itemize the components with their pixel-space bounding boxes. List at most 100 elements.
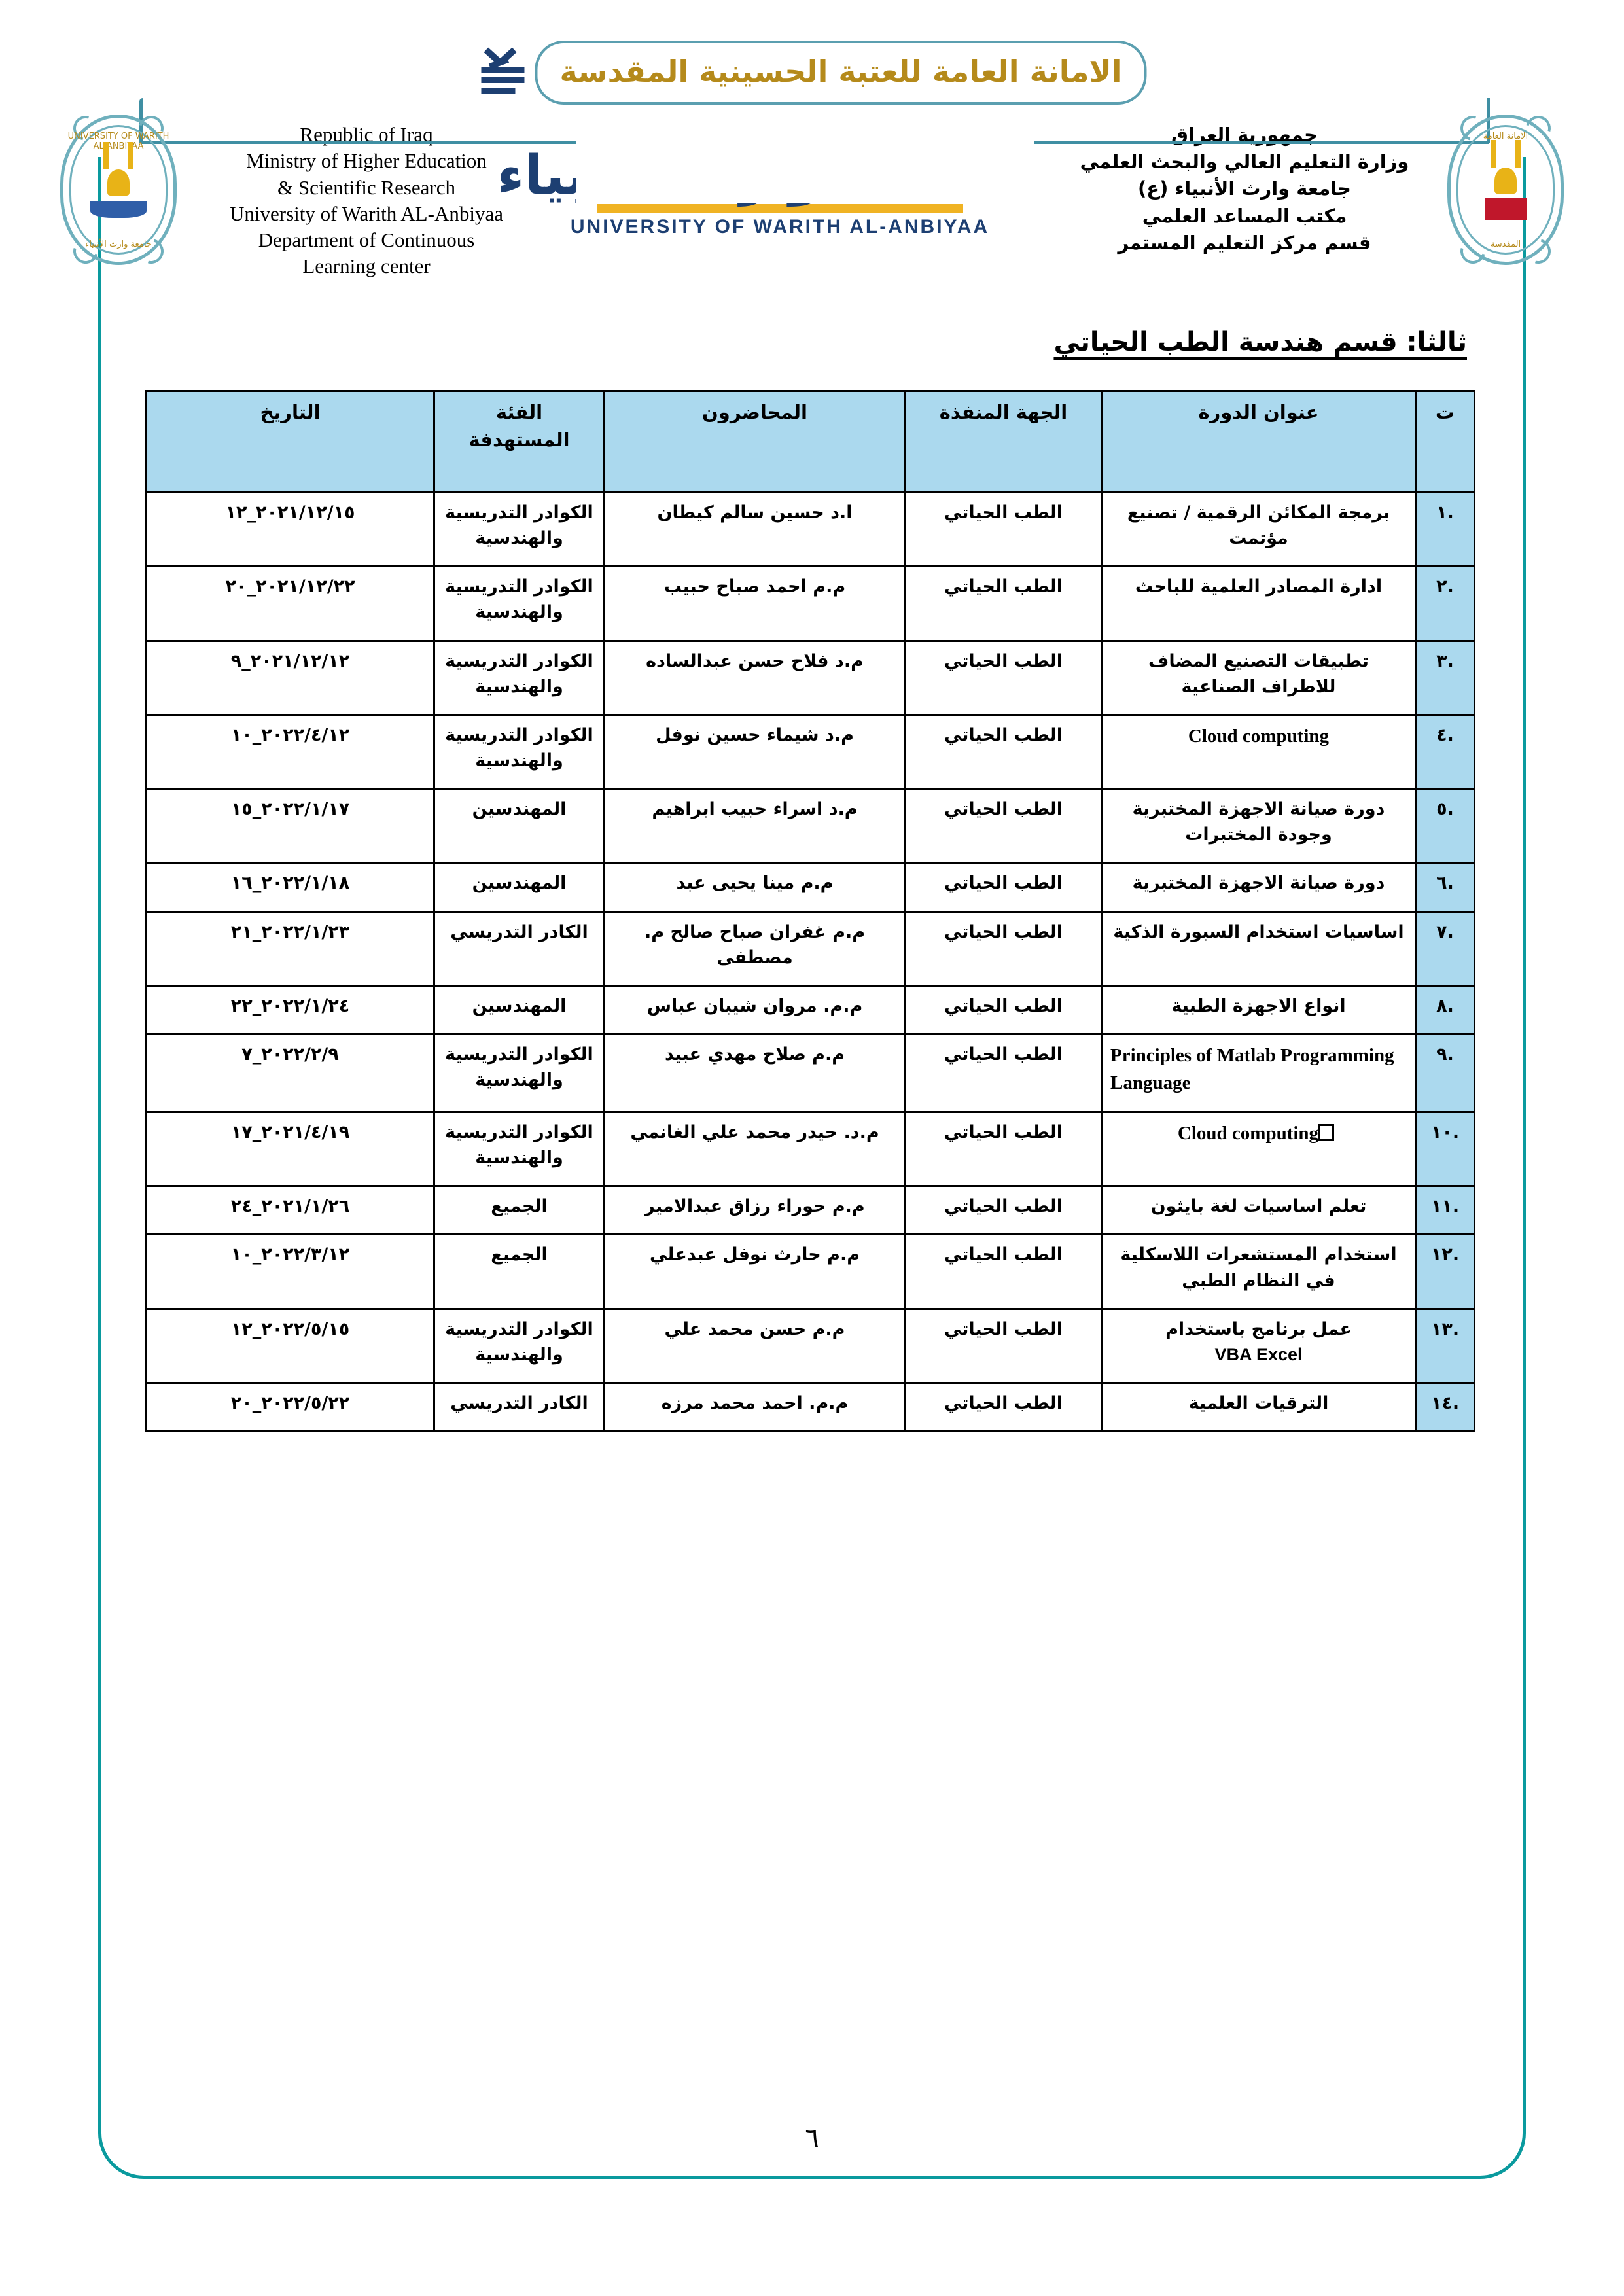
cell-lecturers: م.م. احمد محمد مرزه: [603, 1382, 906, 1433]
table-row: .١ برمجة المكائن الرقمية / تصنيع مؤتمت الط…: [145, 491, 1475, 568]
arabic-line-2: وزارة التعليم العالي والبحث العلمي: [1080, 150, 1409, 173]
english-line-3: & Scientific Research: [277, 175, 455, 199]
document-header: الامانة العامة للعتبة الحسينية المقدسة U…: [0, 0, 1624, 308]
cell-lecturers: م.م حسن محمد علي: [603, 1307, 906, 1385]
cell-lecturers: م.م. مروان شيبان عباس: [603, 984, 906, 1035]
table-row: .٢ ادارة المصادر العلمية للباحث الطب الحيا…: [145, 565, 1475, 642]
cell-lecturers: م.م مينا يحيى عبد: [603, 862, 906, 913]
english-line-1: Republic of Iraq: [300, 123, 433, 146]
cell-executor: الطب الحياتي: [904, 713, 1103, 790]
courses-table-body: .١ برمجة المكائن الرقمية / تصنيع مؤتمت الط…: [145, 491, 1475, 1433]
cell-executor: الطب الحياتي: [904, 1233, 1103, 1310]
cell-course-title: برمجة المكائن الرقمية / تصنيع مؤتمت: [1101, 491, 1417, 568]
table-row: .٥ دورة صيانة الاجهزة المختبرية وجودة الم…: [145, 788, 1475, 864]
cell-lecturers: م.م حارث نوفل عبدعلي: [603, 1233, 906, 1310]
cell-index: .٤: [1415, 713, 1475, 790]
cell-lecturers: م.م احمد صباح حبيب: [603, 565, 906, 642]
table-row: .٦ دورة صيانة الاجهزة المختبرية الطب الحيا…: [145, 862, 1475, 913]
banner-calligraphy-text: الامانة العامة للعتبة الحسينية المقدسة: [559, 54, 1123, 89]
col-header-target: الفئة المستهدفة: [433, 390, 605, 493]
cell-date: ٢٠٢١/١٢/١٥_١٢: [145, 491, 435, 568]
cell-course-title: تعلم اساسيات لغة بايثون: [1101, 1185, 1417, 1236]
cell-target: المهندسين: [433, 984, 605, 1035]
col-header-date: التاريخ: [145, 390, 435, 493]
cell-date: ٢٠٢٢/١/٢٤_٢٢: [145, 984, 435, 1035]
cell-target: الكوادر التدريسية والهندسية: [433, 1307, 605, 1385]
cell-lecturers: م.م غفران صباح صالح م. مصطفى: [603, 910, 906, 987]
table-row: .١٢ استخدام المستشعرات اللاسكلية في النظا…: [145, 1233, 1475, 1310]
table-header-row: ت عنوان الدورة الجهة المنفذة المحاضرون ا…: [145, 390, 1475, 493]
col-header-index: ت: [1415, 390, 1475, 493]
cell-course-title: ادارة المصادر العلمية للباحث: [1101, 565, 1417, 642]
col-header-executor: الجهة المنفذة: [904, 390, 1103, 493]
cell-date: ٢٠٢٢/٥/١٥_١٢: [145, 1307, 435, 1385]
cell-target: المهندسين: [433, 862, 605, 913]
shrine-seal-ring-top: الامانة العامة: [1483, 132, 1528, 141]
table-row: .٧ اساسيات استخدام السبورة الذكية الطب الح…: [145, 910, 1475, 987]
cell-target: الكادر التدريسي: [433, 910, 605, 987]
cell-date: ٢٠٢٢/٣/١٢_١٠: [145, 1233, 435, 1310]
courses-table-container: ت عنوان الدورة الجهة المنفذة المحاضرون ا…: [145, 390, 1475, 1433]
cell-executor: الطب الحياتي: [904, 862, 1103, 913]
cell-executor: الطب الحياتي: [904, 565, 1103, 642]
cell-target: الجميع: [433, 1233, 605, 1310]
shrine-seal-ring-bottom: المقدسة: [1490, 239, 1521, 249]
cell-executor: الطب الحياتي: [904, 984, 1103, 1035]
arabic-line-4: مكتب المساعد العلمي: [1142, 204, 1347, 227]
cell-index: .٢: [1415, 565, 1475, 642]
banner-pill: الامانة العامة للعتبة الحسينية المقدسة: [535, 41, 1147, 105]
cell-course-title: انواع الاجهزة الطبية: [1101, 984, 1417, 1035]
cell-executor: الطب الحياتي: [904, 1307, 1103, 1385]
col-header-title: عنوان الدورة: [1101, 390, 1417, 493]
cell-course-title: الترقيات العلمية: [1101, 1382, 1417, 1433]
cell-lecturers: م.م صلاح مهدي عبيد: [603, 1033, 906, 1114]
cell-course-title: Principles of Matlab Programming Languag…: [1101, 1033, 1417, 1114]
cell-lecturers: م.د. حيدر محمد علي الغانمي: [603, 1111, 906, 1188]
university-seal-icon: UNIVERSITY OF WARITH AL-ANBIYAA جامعة وا…: [60, 111, 177, 268]
table-row: .٣ تطبيقات التصنيع المضاف للاطراف الصناعي…: [145, 639, 1475, 716]
cell-date: ٢٠٢٢/١/١٨_١٦: [145, 862, 435, 913]
cell-index: .٩: [1415, 1033, 1475, 1114]
holy-shrine-banner: الامانة العامة للعتبة الحسينية المقدسة: [477, 41, 1147, 105]
cell-target: الجميع: [433, 1185, 605, 1236]
cell-course-title: اساسيات استخدام السبورة الذكية: [1101, 910, 1417, 987]
cell-date: ٢٠٢٢/٤/١٢_١٠: [145, 713, 435, 790]
arabic-line-5: قسم مركز التعليم المستمر: [1118, 231, 1371, 254]
cell-date: ٢٠٢٢/٢/٩_٧: [145, 1033, 435, 1114]
checkbox-glyph-icon: [1318, 1124, 1335, 1142]
cell-index: .١١: [1415, 1185, 1475, 1236]
cell-index: .١٣: [1415, 1307, 1475, 1385]
cell-course-title: Cloud computing: [1101, 1111, 1417, 1188]
shrine-seal-core: [1467, 135, 1544, 244]
cell-target: الكوادر التدريسية والهندسية: [433, 1033, 605, 1114]
cell-target: المهندسين: [433, 788, 605, 864]
page-number: ٦: [805, 2123, 819, 2153]
cell-lecturers: م.د شيماء حسين نوفل: [603, 713, 906, 790]
cell-executor: الطب الحياتي: [904, 788, 1103, 864]
arabic-line-3: جامعة وارث الأنبياء (ع): [1138, 177, 1351, 200]
table-row: .١١ تعلم اساسيات لغة بايثون الطب الحياتي م.…: [145, 1185, 1475, 1236]
english-line-4: University of Warith AL-Anbiyaa: [230, 202, 503, 225]
section-title: ثالثا: قسم هندسة الطب الحياتي: [1053, 327, 1467, 357]
cell-date: ٢٠٢٢/٥/٢٢_٢٠: [145, 1382, 435, 1433]
cell-date: ٢٠٢١/١/٢٦_٢٤: [145, 1185, 435, 1236]
university-seal-ring-bottom: جامعة وارث الأنبياء: [85, 239, 152, 249]
cell-date: ٢٠٢٢/١/١٧_١٥: [145, 788, 435, 864]
cell-executor: الطب الحياتي: [904, 1382, 1103, 1433]
cell-date: ٢٠٢١/١٢/٢٢_٢٠: [145, 565, 435, 642]
table-row: .١٤ الترقيات العلمية الطب الحياتي م.م. احمد…: [145, 1382, 1475, 1433]
cell-course-title: Cloud computing: [1101, 713, 1417, 790]
cell-index: .٣: [1415, 639, 1475, 716]
cell-index: .١٢: [1415, 1233, 1475, 1310]
cell-index: .١٤: [1415, 1382, 1475, 1433]
table-row: .٩ Principles of Matlab Programming Langu…: [145, 1033, 1475, 1114]
cell-course-title: تطبيقات التصنيع المضاف للاطراف الصناعية: [1101, 639, 1417, 716]
cell-target: الكوادر التدريسية والهندسية: [433, 565, 605, 642]
logo-english-wordmark: UNIVERSITY OF WARITH AL-ANBIYAA: [570, 215, 990, 238]
logo-gold-bar: [597, 203, 963, 213]
english-line-5: Department of Continuous: [258, 228, 475, 252]
cell-course-title: دورة صيانة الاجهزة المختبرية: [1101, 862, 1417, 913]
cell-lecturers: م.م حوراء رزاق عبدالامير: [603, 1185, 906, 1236]
university-seal-core: [80, 135, 157, 244]
cell-index: .٦: [1415, 862, 1475, 913]
